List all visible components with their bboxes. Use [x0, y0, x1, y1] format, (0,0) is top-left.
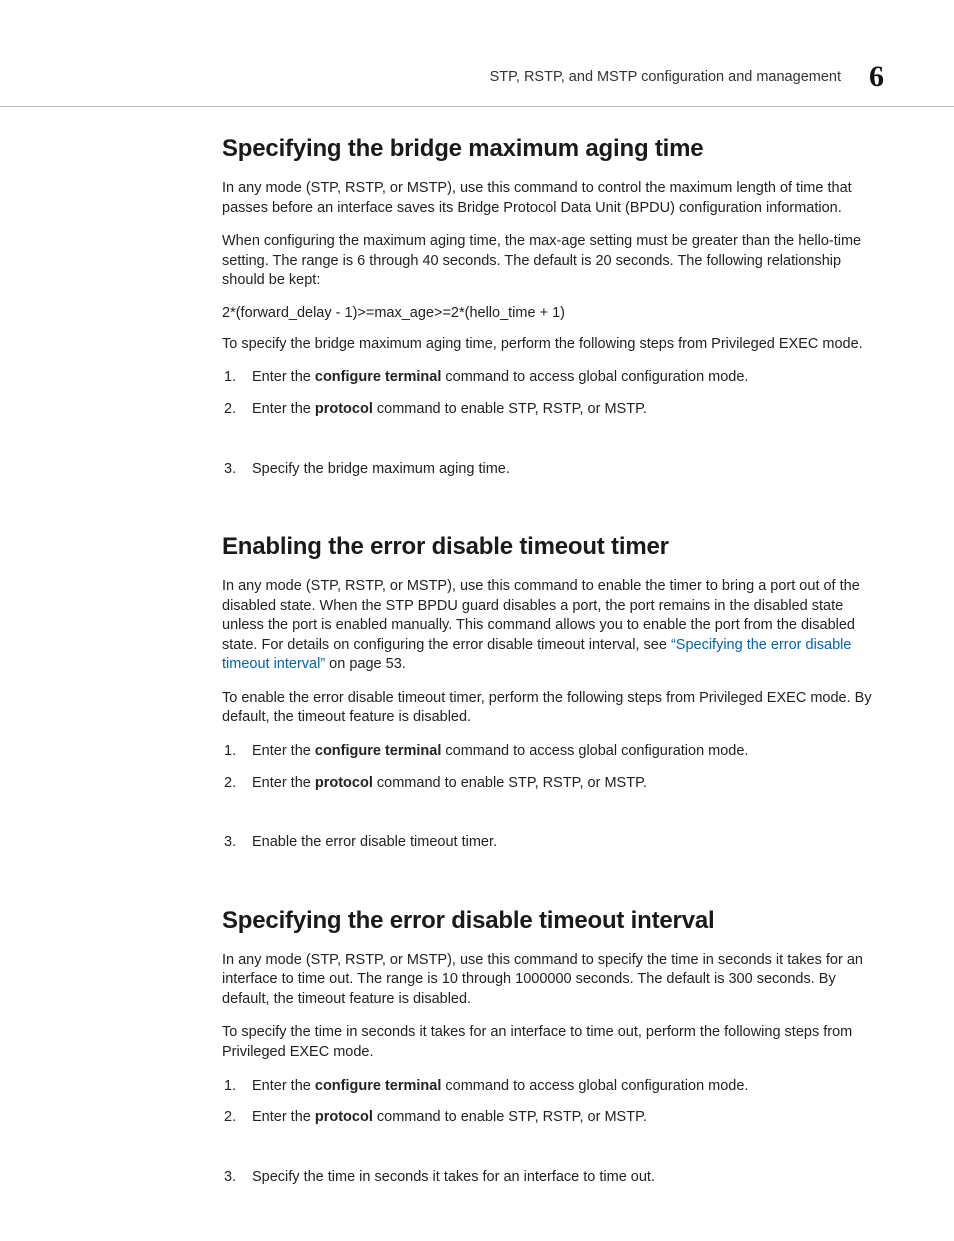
section-heading: Enabling the error disable timeout timer [222, 533, 884, 561]
step-text: command to access global configuration m… [441, 369, 748, 385]
step-text: command to access global configuration m… [441, 743, 748, 759]
step-text: Enter the [252, 743, 315, 759]
page-header: STP, RSTP, and MSTP configuration and ma… [0, 60, 954, 107]
command-text: protocol [315, 775, 373, 791]
step-item: Enter the protocol command to enable STP… [222, 774, 884, 794]
step-text: command to enable STP, RSTP, or MSTP. [373, 775, 647, 791]
step-item: Enter the protocol command to enable STP… [222, 400, 884, 420]
step-text: Specify the time in seconds it takes for… [252, 1169, 655, 1185]
section-max-aging: Specifying the bridge maximum aging time… [222, 135, 884, 479]
section-err-interval: Specifying the error disable timeout int… [222, 907, 884, 1188]
header-title: STP, RSTP, and MSTP configuration and ma… [490, 69, 841, 85]
command-text: configure terminal [315, 743, 442, 759]
step-list: Enter the configure terminal command to … [222, 368, 884, 479]
step-item: Enable the error disable timeout timer. [222, 833, 884, 853]
section-heading: Specifying the error disable timeout int… [222, 907, 884, 935]
body-paragraph: In any mode (STP, RSTP, or MSTP), use th… [222, 577, 884, 675]
command-text: protocol [315, 401, 373, 417]
step-text: Enter the [252, 1078, 315, 1094]
step-list: Enter the configure terminal command to … [222, 742, 884, 853]
step-text: Enable the error disable timeout timer. [252, 834, 497, 850]
step-text: Enter the [252, 401, 315, 417]
step-item: Specify the bridge maximum aging time. [222, 460, 884, 480]
step-text: Enter the [252, 1109, 315, 1125]
page-content: Specifying the bridge maximum aging time… [222, 135, 884, 1241]
formula-text: 2*(forward_delay - 1)>=max_age>=2*(hello… [222, 305, 884, 321]
body-paragraph: In any mode (STP, RSTP, or MSTP), use th… [222, 179, 884, 218]
command-text: configure terminal [315, 1078, 442, 1094]
section-heading: Specifying the bridge maximum aging time [222, 135, 884, 163]
body-paragraph: When configuring the maximum aging time,… [222, 232, 884, 291]
step-text: command to access global configuration m… [441, 1078, 748, 1094]
step-list: Enter the configure terminal command to … [222, 1077, 884, 1188]
command-text: configure terminal [315, 369, 442, 385]
step-text: command to enable STP, RSTP, or MSTP. [373, 1109, 647, 1125]
page: STP, RSTP, and MSTP configuration and ma… [0, 0, 954, 1235]
step-item: Enter the protocol command to enable STP… [222, 1108, 884, 1128]
body-paragraph: To enable the error disable timeout time… [222, 689, 884, 728]
step-text: command to enable STP, RSTP, or MSTP. [373, 401, 647, 417]
step-item: Enter the configure terminal command to … [222, 742, 884, 762]
step-text: Specify the bridge maximum aging time. [252, 461, 510, 477]
command-text: protocol [315, 1109, 373, 1125]
step-item: Enter the configure terminal command to … [222, 368, 884, 388]
step-item: Specify the time in seconds it takes for… [222, 1168, 884, 1188]
body-paragraph: To specify the bridge maximum aging time… [222, 335, 884, 355]
body-paragraph: To specify the time in seconds it takes … [222, 1023, 884, 1062]
step-item: Enter the configure terminal command to … [222, 1077, 884, 1097]
chapter-number: 6 [869, 60, 884, 94]
header-inner: STP, RSTP, and MSTP configuration and ma… [0, 60, 884, 94]
step-text: Enter the [252, 369, 315, 385]
step-text: Enter the [252, 775, 315, 791]
section-err-timer: Enabling the error disable timeout timer… [222, 533, 884, 853]
body-text: on page 53. [325, 656, 406, 672]
body-paragraph: In any mode (STP, RSTP, or MSTP), use th… [222, 951, 884, 1010]
